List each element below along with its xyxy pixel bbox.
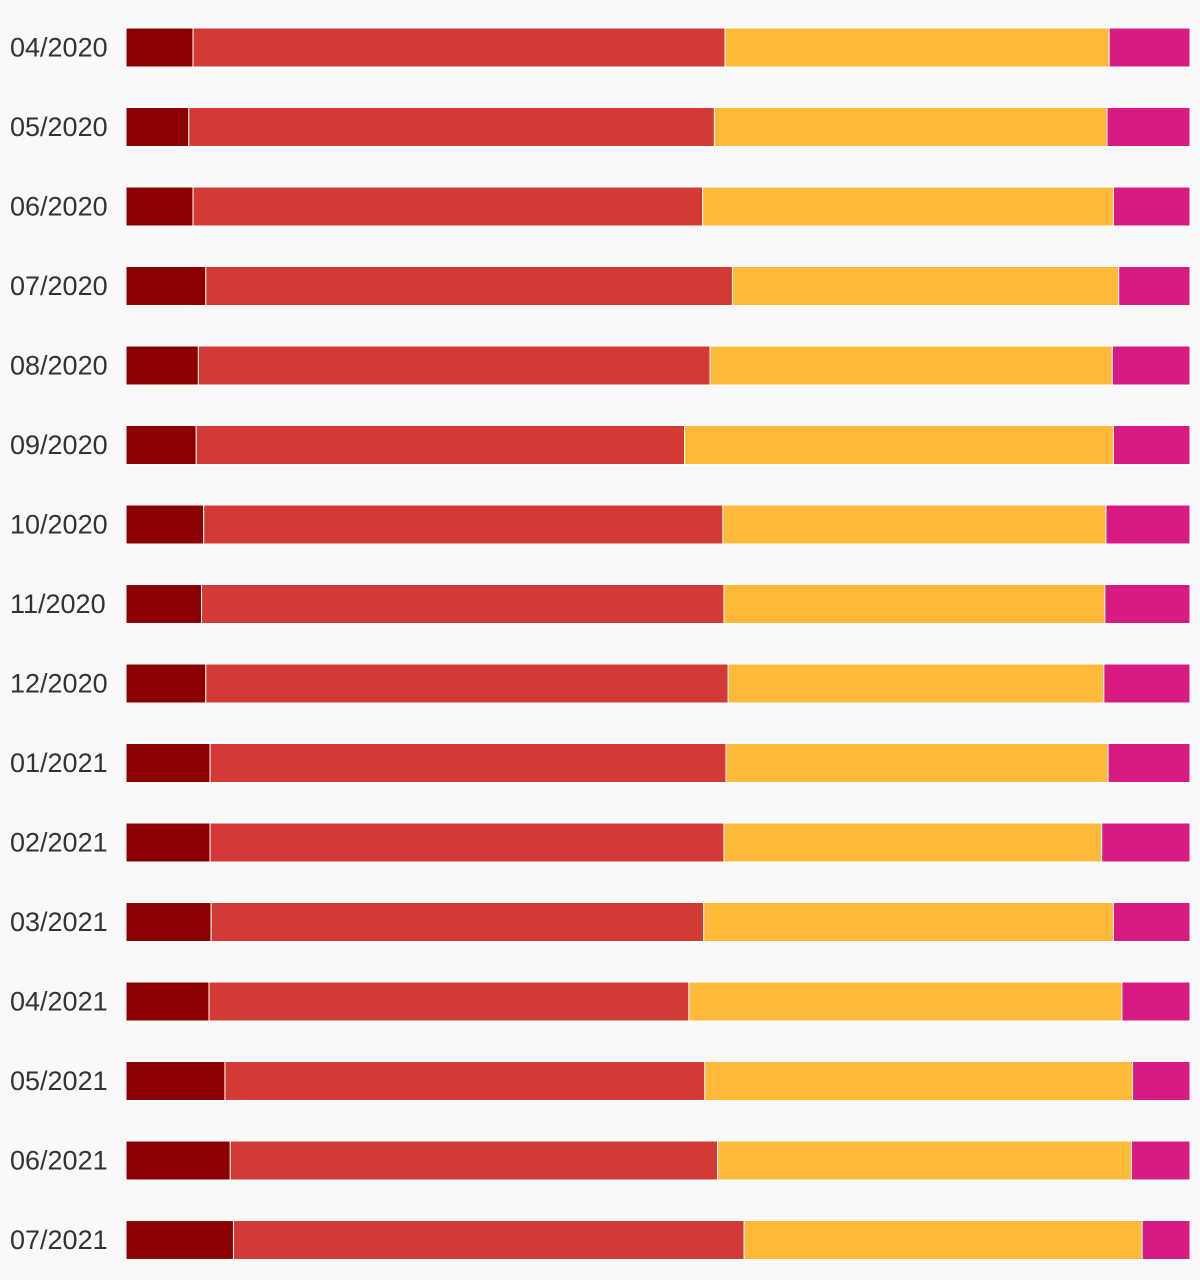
bar-segment-1 — [125, 266, 207, 306]
bar-segment-1 — [125, 584, 203, 624]
bar-segment-4 — [1130, 1140, 1191, 1181]
bar-segment-3 — [727, 663, 1105, 704]
bar-segment-3 — [731, 266, 1120, 306]
bar-segment-1 — [125, 186, 194, 227]
bar-segment-3 — [684, 425, 1114, 465]
bar-segment-1 — [125, 743, 211, 783]
bar-segment-2 — [224, 1061, 706, 1101]
bar-segment-4 — [1112, 425, 1191, 465]
bar-segment-2 — [232, 1220, 745, 1260]
bar-segment-3 — [717, 1140, 1132, 1181]
category-label: 05/2021 — [10, 1066, 108, 1096]
bar-segment-3 — [724, 27, 1110, 68]
bar-segment-4 — [1111, 345, 1191, 386]
category-label: 02/2021 — [10, 828, 108, 858]
bar-segment-4 — [1101, 822, 1191, 863]
bar-segment-4 — [1112, 902, 1191, 942]
bar-segment-1 — [125, 902, 212, 942]
bar-segment-2 — [229, 1140, 719, 1181]
bar-segment-2 — [208, 981, 690, 1022]
bar-segment-2 — [205, 663, 729, 704]
bar-segment-4 — [1112, 186, 1191, 227]
bar-segment-3 — [704, 1061, 1134, 1101]
bar-segment-4 — [1141, 1220, 1191, 1260]
category-label: 07/2021 — [10, 1225, 108, 1255]
bar-segment-4 — [1106, 107, 1191, 147]
bar-segment-4 — [1121, 981, 1191, 1022]
bar-segment-3 — [703, 902, 1114, 942]
category-label: 07/2020 — [10, 271, 108, 301]
bar-segment-1 — [125, 663, 207, 704]
category-label: 03/2021 — [10, 907, 108, 937]
bar-segment-2 — [210, 902, 705, 942]
bar-segment-4 — [1103, 663, 1191, 704]
bar-segment-3 — [688, 981, 1123, 1022]
category-label: 10/2020 — [10, 510, 108, 540]
bar-segment-3 — [709, 345, 1113, 386]
category-label: 04/2021 — [10, 987, 108, 1017]
category-label: 05/2020 — [10, 112, 108, 142]
bar-segment-1 — [125, 981, 210, 1022]
category-label: 04/2020 — [10, 33, 108, 63]
bar-segment-3 — [713, 107, 1108, 147]
bar-segment-4 — [1104, 584, 1191, 624]
bar-segment-2 — [205, 266, 733, 306]
bar-segment-1 — [125, 1220, 234, 1260]
bar-segment-3 — [702, 186, 1114, 227]
bars — [125, 27, 1191, 1260]
category-label: 08/2020 — [10, 351, 108, 381]
category-label: 01/2021 — [10, 748, 108, 778]
bar-segment-2 — [209, 822, 725, 863]
bar-segment-3 — [743, 1220, 1143, 1260]
bar-segment-1 — [125, 1140, 231, 1181]
category-label: 11/2020 — [10, 589, 106, 619]
bar-segment-3 — [725, 743, 1109, 783]
bar-segment-2 — [192, 27, 726, 68]
category-label: 06/2020 — [10, 192, 108, 222]
bar-segment-1 — [125, 504, 205, 545]
bar-segment-1 — [125, 345, 199, 386]
bar-segment-2 — [192, 186, 704, 227]
bar-segment-3 — [723, 584, 1106, 624]
bar-segment-4 — [1105, 504, 1191, 545]
bar-segment-3 — [723, 822, 1103, 863]
bar-segment-1 — [125, 107, 190, 147]
bar-segment-3 — [722, 504, 1107, 545]
bar-segment-1 — [125, 425, 197, 465]
bar-segment-4 — [1118, 266, 1191, 306]
bar-segment-4 — [1108, 27, 1191, 68]
category-label: 12/2020 — [10, 669, 108, 699]
bar-segment-2 — [188, 107, 715, 147]
bar-segment-1 — [125, 822, 211, 863]
category-labels: 04/2020 05/2020 06/2020 07/2020 08/2020 09/20… — [10, 33, 108, 1256]
bar-segment-2 — [197, 345, 711, 386]
bar-segment-2 — [195, 425, 686, 465]
category-label: 09/2020 — [10, 430, 108, 460]
bar-segment-2 — [203, 504, 724, 545]
bar-segment-1 — [125, 1061, 226, 1101]
bar-segment-2 — [201, 584, 725, 624]
bar-segment-4 — [1107, 743, 1191, 783]
bar-segment-2 — [209, 743, 727, 783]
bar-segment-1 — [125, 27, 194, 68]
category-label: 06/2021 — [10, 1146, 108, 1176]
bar-segment-4 — [1132, 1061, 1191, 1101]
